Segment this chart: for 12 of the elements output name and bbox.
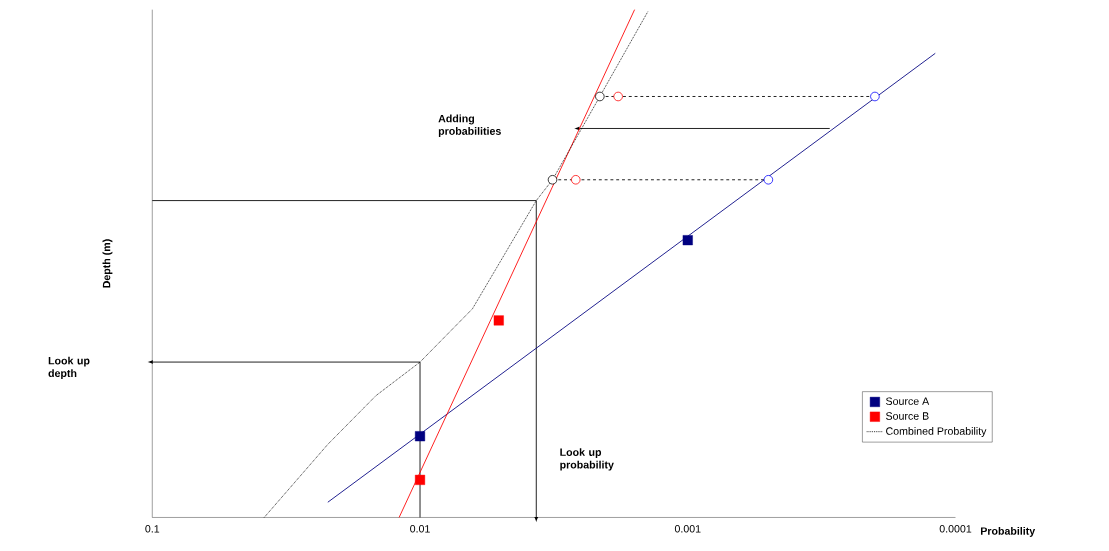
annotation: Adding probabilities — [438, 114, 501, 137]
x-tick-label: 0.01 — [410, 524, 430, 533]
text: Look up depth — [48, 356, 90, 379]
legend-label: Source B — [886, 412, 929, 420]
x-tick-label: 0.1 — [145, 524, 160, 533]
legend-label: Combined Probability — [886, 426, 987, 437]
x-axis-title: Probability — [980, 526, 1036, 537]
annotation: Look up probability — [560, 448, 614, 471]
y-axis-title: Depth (m) — [102, 239, 113, 288]
x-tick-label: 0.0001 — [939, 524, 972, 533]
legend-label: Source A — [886, 397, 930, 405]
x-tick-label: 0.001 — [674, 524, 701, 533]
